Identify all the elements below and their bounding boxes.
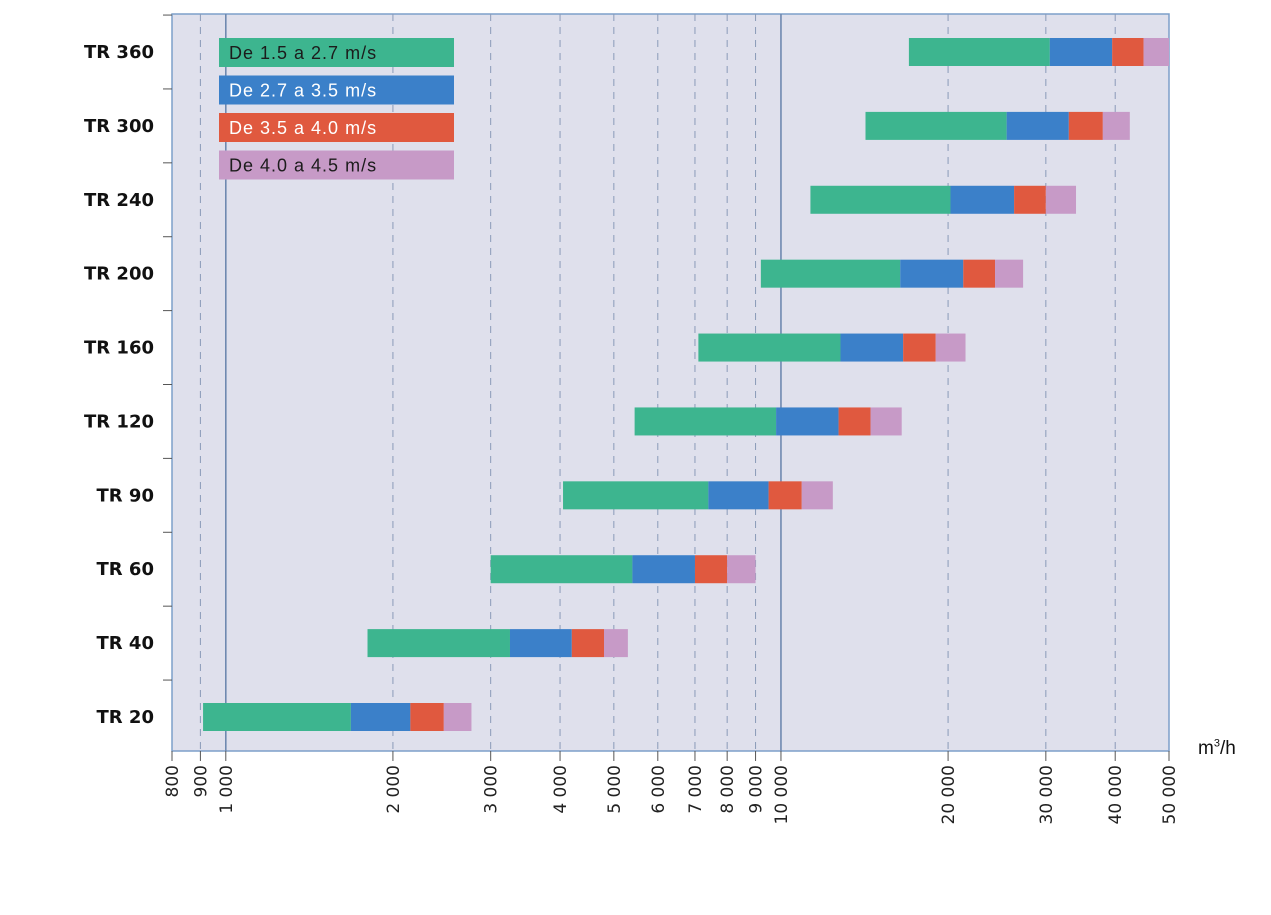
x-tick-label: 4 000 xyxy=(551,765,571,814)
bar-segment xyxy=(865,111,1007,140)
category-label: TR 240 xyxy=(84,190,154,211)
bar-segment xyxy=(203,703,351,731)
x-tick-label: 7 000 xyxy=(686,765,706,814)
x-tick-label: 20 000 xyxy=(939,765,959,824)
bar-segment xyxy=(870,407,902,436)
bar-segment xyxy=(634,407,777,436)
bar-segment xyxy=(443,703,472,731)
bar-segment xyxy=(963,259,996,288)
legend-swatch xyxy=(219,113,454,142)
bar-segment xyxy=(1006,111,1069,140)
category-label: TR 360 xyxy=(84,42,154,63)
x-tick-label: 6 000 xyxy=(649,765,669,814)
category-label: TR 200 xyxy=(84,264,154,285)
bar-segment xyxy=(727,555,756,584)
x-tick-label: 40 000 xyxy=(1106,765,1126,824)
bar-segment xyxy=(367,629,510,658)
x-tick-label: 900 xyxy=(191,765,211,797)
x-tick-label: 2 000 xyxy=(384,765,404,814)
category-label: TR 300 xyxy=(84,116,154,137)
x-tick-label: 5 000 xyxy=(605,765,625,814)
bar-segment xyxy=(900,259,964,288)
bar-segment xyxy=(1014,185,1046,214)
bar-segment xyxy=(801,481,833,510)
category-label: TR 60 xyxy=(97,559,154,580)
bar-segment xyxy=(1068,111,1103,140)
x-tick-label: 8 000 xyxy=(718,765,738,814)
bar-segment xyxy=(760,259,901,288)
x-unit-label: m3/h xyxy=(1198,738,1236,760)
bar-segment xyxy=(908,38,1050,66)
category-label: TR 120 xyxy=(84,411,154,432)
legend: De 1.5 a 2.7 m/s De 2.7 a 3.5 m/s De 3.5 a… xyxy=(219,38,454,180)
bar-segment xyxy=(776,407,839,436)
y-tick-marks xyxy=(163,14,172,681)
legend-label: De 1.5 a 2.7 m/s xyxy=(229,43,377,63)
bar-segment xyxy=(840,333,904,362)
x-tick-label: 800 xyxy=(163,765,183,797)
bar-segment xyxy=(603,629,628,658)
bar-segment xyxy=(571,629,604,658)
x-tick-label: 10 000 xyxy=(772,765,792,824)
legend-label: De 3.5 a 4.0 m/s xyxy=(229,118,377,138)
bar-segment xyxy=(708,481,769,510)
x-tick-label: 3 000 xyxy=(482,765,502,814)
x-tick-label: 30 000 xyxy=(1037,765,1057,824)
legend-swatch xyxy=(219,38,454,67)
bar-segment xyxy=(1143,38,1169,66)
bar-segment xyxy=(509,629,572,658)
legend-label: De 4.0 a 4.5 m/s xyxy=(229,156,377,176)
bar-segment xyxy=(1045,185,1077,214)
bar-segment xyxy=(1049,38,1113,66)
bar-segment xyxy=(903,333,936,362)
bars xyxy=(203,38,1169,731)
bar-segment xyxy=(1102,111,1130,140)
x-tick-label: 1 000 xyxy=(217,765,237,814)
x-tick-labels: 800 900 1 000 2 000 3 000 4 000 5 000 6 000 7 00… xyxy=(163,751,1180,824)
bar-segment xyxy=(1112,38,1144,66)
x-unit-text: m3/h xyxy=(1198,738,1236,760)
category-label: TR 20 xyxy=(97,707,154,728)
bar-segment xyxy=(632,555,695,584)
bar-segment xyxy=(490,555,633,584)
legend-swatch xyxy=(219,75,454,105)
bar-segment xyxy=(935,333,966,362)
x-tick-label: 9 000 xyxy=(747,765,767,814)
bar-segment xyxy=(694,555,728,584)
category-label: TR 90 xyxy=(97,485,154,506)
bar-segment xyxy=(410,703,444,731)
category-label: TR 160 xyxy=(84,338,154,359)
bar-segment xyxy=(698,333,841,362)
x-tick-label: 50 000 xyxy=(1160,765,1180,824)
bar-segment xyxy=(950,185,1015,214)
bar-segment xyxy=(810,185,951,214)
category-label: TR 40 xyxy=(97,633,154,654)
bar-segment xyxy=(995,259,1024,288)
legend-label: De 2.7 a 3.5 m/s xyxy=(229,81,377,101)
bar-segment xyxy=(563,481,709,510)
legend-swatch xyxy=(219,150,454,180)
bar-segment xyxy=(350,703,411,731)
bar-segment xyxy=(768,481,802,510)
category-labels: TR 360 TR 300 TR 240 TR 200 TR 160 TR 120 TR 9… xyxy=(84,42,154,728)
bar-segment xyxy=(838,407,871,436)
